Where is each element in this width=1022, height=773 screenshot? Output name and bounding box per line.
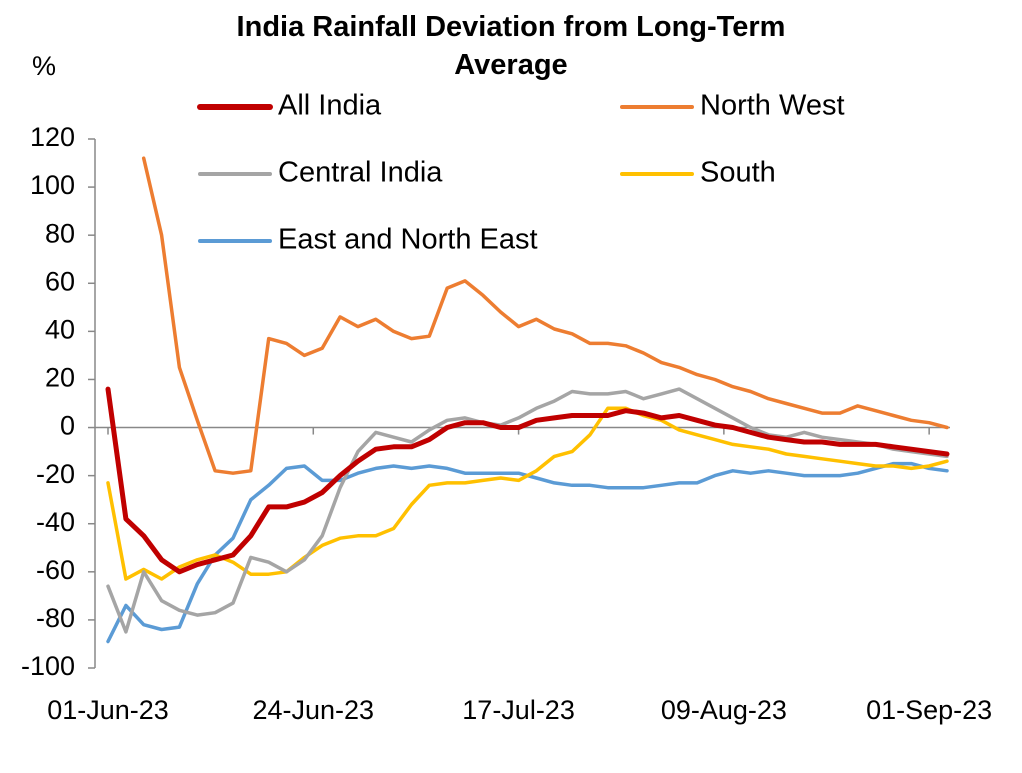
chart-title: India Rainfall Deviation from Long-Term … (236, 11, 786, 81)
legend-label: North West (700, 90, 845, 122)
x-tick-label: 24-Jun-23 (252, 695, 374, 725)
plot-lines (105, 156, 950, 644)
y-tick-label: -80 (36, 603, 75, 633)
y-tick-label: 120 (30, 122, 75, 152)
x-tick-label: 01-Sep-23 (866, 695, 992, 725)
y-tick-label: -60 (36, 555, 75, 585)
y-tick-label: 40 (45, 314, 75, 344)
y-tick-label: -20 (36, 459, 75, 489)
x-tick-label: 01-Jun-23 (47, 695, 169, 725)
y-tick-label: 20 (45, 363, 75, 393)
legend-label: Central India (278, 157, 443, 189)
y-tick-label: 100 (30, 170, 75, 200)
legend-label: South (700, 157, 776, 189)
y-tick-label: 80 (45, 218, 75, 248)
series-line (106, 406, 949, 581)
series-line (105, 386, 950, 575)
y-tick-label: -100 (21, 651, 75, 681)
x-tick-label: 17-Jul-23 (462, 695, 575, 725)
legend-label: All India (278, 90, 382, 122)
y-axis-label: % (32, 51, 56, 81)
y-tick-label: 0 (60, 411, 75, 441)
legend-label: East and North East (278, 224, 538, 256)
x-tick-label: 09-Aug-23 (661, 695, 787, 725)
y-tick-label: 60 (45, 266, 75, 296)
series-line (106, 387, 949, 634)
y-tick-label: -40 (36, 507, 75, 537)
series-line (141, 156, 949, 475)
